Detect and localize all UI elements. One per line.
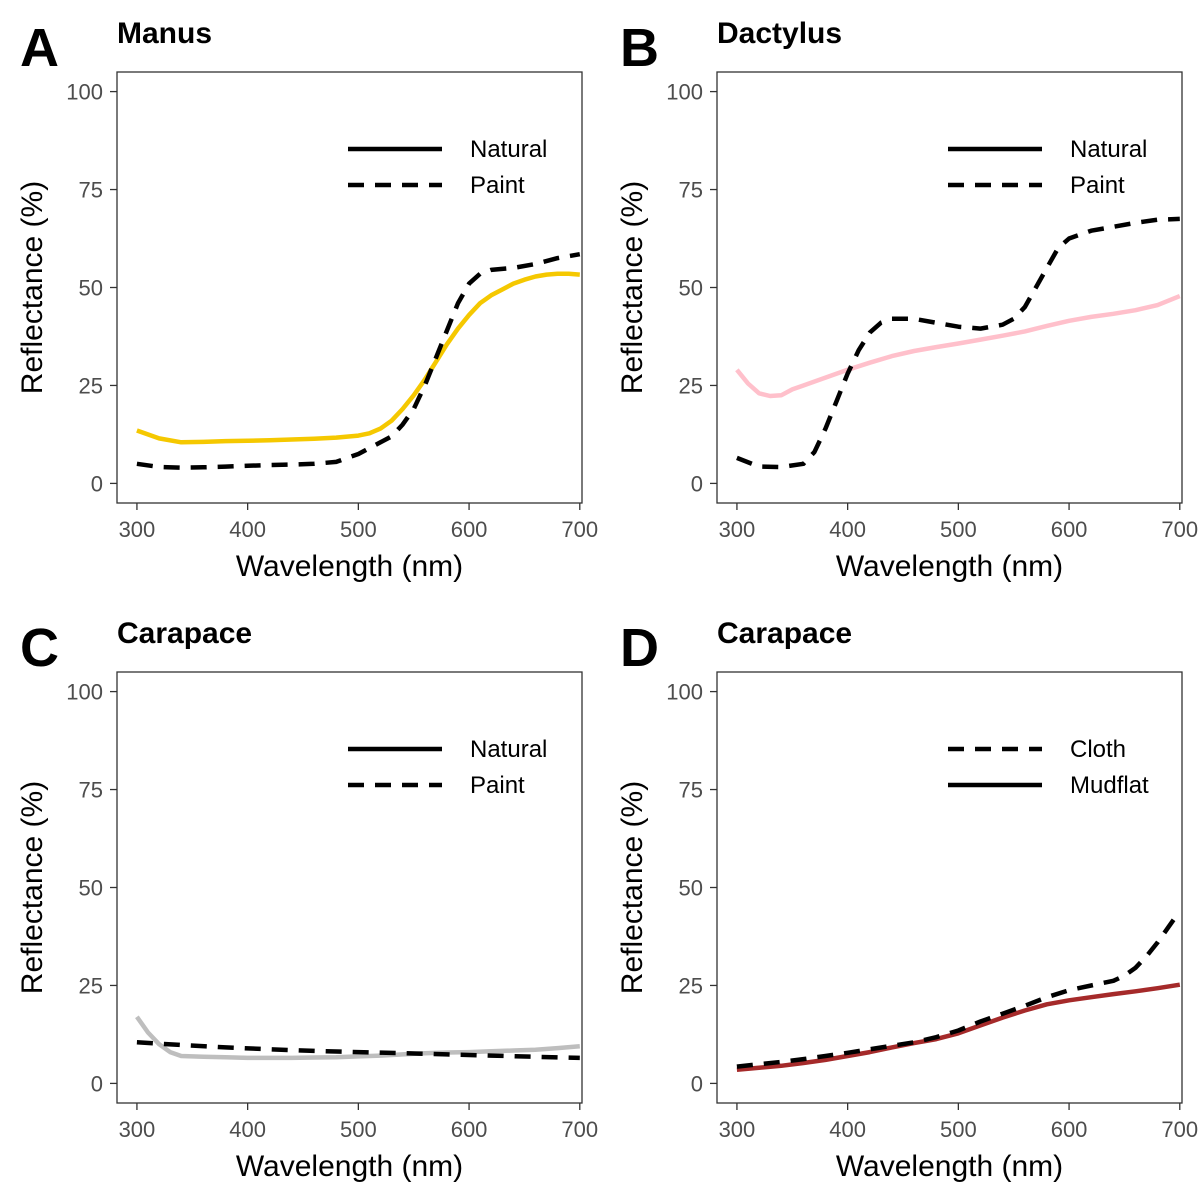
x-axis-title: Wavelength (nm) (236, 550, 463, 583)
legend-label: Natural (470, 136, 547, 163)
y-axis-title: Reflectance (%) (16, 781, 49, 994)
y-axis-title: Reflectance (%) (616, 181, 649, 394)
y-tick-label: 25 (79, 373, 103, 398)
series-line-natural (136, 271, 580, 445)
series-line-natural (735, 294, 1181, 399)
panel-title: Dactylus (717, 17, 842, 50)
y-tick-label: 50 (79, 276, 103, 301)
legend-label: Mudflat (1070, 772, 1149, 799)
x-tick-label: 400 (229, 1117, 266, 1142)
y-tick-label: 100 (66, 680, 103, 705)
panel-a: A Manus 0 25 50 75 100 300 400 500 600 700 Wavelengt… (16, 17, 598, 583)
panel-letter: A (20, 18, 59, 78)
x-axis-title: Wavelength (nm) (836, 1150, 1063, 1183)
y-tick-label: 75 (79, 778, 103, 803)
x-axis-title: Wavelength (nm) (836, 550, 1063, 583)
x-tick-label: 400 (229, 517, 266, 542)
x-tick-label: 400 (829, 1117, 866, 1142)
plot-frame (716, 671, 1183, 1104)
legend-label: Natural (470, 736, 547, 763)
y-tick-label: 25 (79, 973, 103, 998)
x-tick-label: 700 (561, 1117, 598, 1142)
panel-title: Manus (117, 17, 212, 50)
series-line-cloth (736, 909, 1182, 1069)
y-tick-label: 25 (679, 373, 703, 398)
legend-label: Paint (1070, 172, 1125, 199)
x-tick-label: 500 (940, 1117, 977, 1142)
y-tick-label: 75 (79, 178, 103, 203)
y-tick-label: 50 (679, 276, 703, 301)
x-tick-label: 300 (719, 1117, 756, 1142)
legend-label: Paint (470, 172, 525, 199)
plot-frame (116, 671, 583, 1104)
x-tick-label: 700 (1161, 517, 1198, 542)
y-tick-label: 0 (91, 1071, 103, 1096)
legend-label: Paint (470, 772, 525, 799)
panel-title: Carapace (717, 617, 852, 650)
y-tick-label: 50 (79, 876, 103, 901)
panel-letter: D (620, 618, 659, 678)
x-tick-label: 600 (451, 1117, 488, 1142)
series-line-paint (136, 251, 581, 470)
legend-label: Natural (1070, 136, 1147, 163)
x-tick-label: 600 (1051, 517, 1088, 542)
panel-d: D Carapace 0 25 50 75 100 300 400 500 600 700 Wavele… (616, 617, 1198, 1183)
x-tick-label: 300 (119, 1117, 156, 1142)
x-tick-label: 600 (451, 517, 488, 542)
plot-frame (716, 71, 1183, 504)
series-line-mudflat (736, 982, 1181, 1072)
panel-c: C Carapace 0 25 50 75 100 300 400 500 600 700 Wavele… (16, 617, 598, 1183)
y-tick-label: 50 (679, 876, 703, 901)
x-tick-label: 500 (940, 517, 977, 542)
x-tick-label: 400 (829, 517, 866, 542)
series-line-natural (135, 1015, 580, 1061)
x-tick-label: 700 (561, 517, 598, 542)
x-axis-title: Wavelength (nm) (236, 1150, 463, 1183)
legend-label: Cloth (1070, 736, 1126, 763)
y-tick-label: 75 (679, 178, 703, 203)
panel-letter: B (620, 18, 659, 78)
y-axis-title: Reflectance (%) (616, 781, 649, 994)
x-tick-label: 700 (1161, 1117, 1198, 1142)
panel-b: B Dactylus 0 25 50 75 100 300 400 500 600 700 Wavele… (616, 17, 1198, 583)
y-tick-label: 25 (679, 973, 703, 998)
x-tick-label: 500 (340, 1117, 377, 1142)
panel-letter: C (20, 618, 59, 678)
y-tick-label: 100 (666, 680, 703, 705)
y-tick-label: 100 (666, 80, 703, 105)
x-tick-label: 300 (719, 517, 756, 542)
plot-frame (116, 71, 583, 504)
y-axis-title: Reflectance (%) (16, 181, 49, 394)
x-tick-label: 300 (119, 517, 156, 542)
series-line-paint (136, 1040, 580, 1061)
x-tick-label: 600 (1051, 1117, 1088, 1142)
y-tick-label: 0 (691, 471, 703, 496)
panel-title: Carapace (117, 617, 252, 650)
y-tick-label: 100 (66, 80, 103, 105)
series-line-paint (736, 216, 1180, 470)
y-tick-label: 0 (91, 471, 103, 496)
y-tick-label: 75 (679, 778, 703, 803)
y-tick-label: 0 (691, 1071, 703, 1096)
x-tick-label: 500 (340, 517, 377, 542)
